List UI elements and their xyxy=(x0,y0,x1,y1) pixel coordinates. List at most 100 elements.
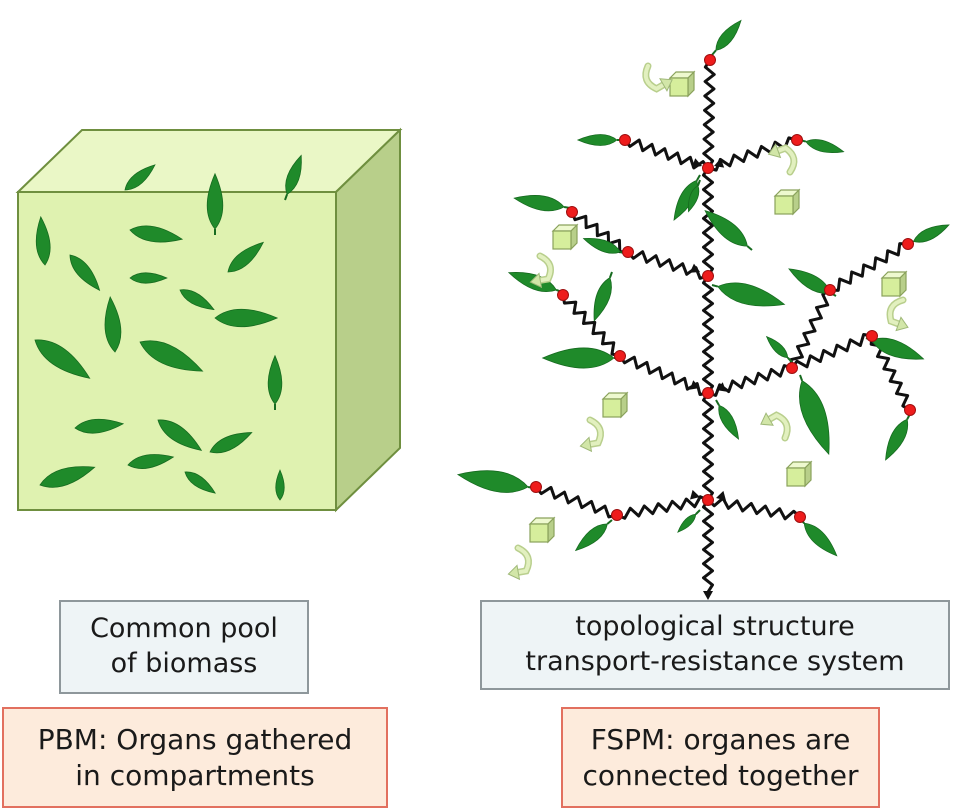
biomass-pool-cube xyxy=(15,127,403,513)
pbm-caption: PBM: Organs gathered in compartments xyxy=(2,707,388,808)
leaf xyxy=(227,241,265,273)
exchange-arrow-icon xyxy=(504,547,531,581)
leaf xyxy=(184,471,216,494)
leaf xyxy=(677,509,701,533)
leaf xyxy=(124,164,156,191)
organ-node xyxy=(614,350,626,362)
organ-node xyxy=(866,330,878,342)
topological-structure-line1: topological structure xyxy=(575,611,855,643)
biomass-cube-icon xyxy=(552,224,578,250)
spring-connector xyxy=(706,496,802,521)
leaf xyxy=(127,454,175,469)
organ-node xyxy=(702,387,714,399)
organ-node xyxy=(786,362,798,374)
leaf xyxy=(129,272,168,284)
leaf xyxy=(456,470,535,493)
pool-box-top xyxy=(15,129,403,193)
biomass-cube-icon xyxy=(669,71,695,97)
exchange-arrow-icon xyxy=(757,407,792,445)
leaf xyxy=(39,466,96,488)
pbm-caption-line2: in compartments xyxy=(75,758,315,792)
topological-structure-line2: transport-resistance system xyxy=(525,646,905,677)
flow-arrowhead xyxy=(714,158,725,168)
leaf xyxy=(711,282,786,307)
organ-node xyxy=(566,206,578,218)
organ-node xyxy=(622,246,634,258)
organ-node xyxy=(704,54,716,66)
leaf xyxy=(209,432,253,454)
topological-structure-label: topological structure transport-resistan… xyxy=(480,600,950,690)
leaf xyxy=(687,179,701,213)
fspm-caption-line1: FSPM: organes are xyxy=(590,722,851,756)
leaf xyxy=(69,254,101,292)
flow-arrowhead xyxy=(691,158,702,168)
leaf xyxy=(35,215,51,266)
spring-connector xyxy=(702,275,714,394)
biomass-cube-icon xyxy=(602,392,628,418)
leaf xyxy=(593,271,613,322)
leaf xyxy=(788,268,837,297)
organ-node xyxy=(794,511,806,523)
fspm-caption: FSPM: organes are connected together xyxy=(561,707,880,808)
organ-node xyxy=(702,162,714,174)
organ-node xyxy=(611,509,623,521)
fspm-caption-line2: connected together xyxy=(582,758,859,792)
biomass-cube-icon xyxy=(774,189,800,215)
spring-connector xyxy=(534,485,618,519)
common-pool-label: Common pool of biomass xyxy=(59,600,309,694)
leaf xyxy=(129,225,184,243)
leaf xyxy=(74,418,125,434)
spring-connector xyxy=(616,495,709,520)
leaf xyxy=(885,413,911,461)
leaf xyxy=(799,374,830,456)
organ-node xyxy=(902,238,914,250)
common-pool-label-line1: Common pool xyxy=(90,613,278,645)
organ-node xyxy=(791,134,803,146)
spring-connector xyxy=(790,332,873,369)
leaf xyxy=(157,419,203,451)
biomass-cube-icon xyxy=(881,271,907,297)
spring-connector xyxy=(561,294,621,358)
pool-box-side xyxy=(335,127,401,513)
biomass-cube-icon xyxy=(786,461,812,487)
flow-arrowhead xyxy=(689,263,700,273)
spring-connector xyxy=(789,288,831,369)
organ-node xyxy=(530,481,542,493)
pool-leaves xyxy=(34,154,302,501)
spring-connector xyxy=(702,167,714,277)
spring-connector xyxy=(570,211,629,254)
leaf xyxy=(139,340,204,372)
leaf xyxy=(541,347,620,369)
leaf xyxy=(214,308,279,328)
leaf xyxy=(513,195,571,212)
spring-connector xyxy=(829,242,909,292)
leaf xyxy=(179,289,215,311)
leaf xyxy=(206,172,224,235)
plant-nodes xyxy=(530,54,916,523)
leaf xyxy=(574,519,613,552)
leaf xyxy=(715,399,740,440)
leaf xyxy=(711,19,742,56)
leaf xyxy=(673,174,701,221)
biomass-cube-icon xyxy=(529,517,555,543)
organ-node xyxy=(904,404,916,416)
leaf xyxy=(104,296,122,353)
spring-connector xyxy=(707,364,793,397)
leaf xyxy=(267,354,283,410)
organ-node xyxy=(702,494,714,506)
flow-arrowhead xyxy=(689,380,700,390)
spring-connector xyxy=(626,250,709,280)
leaf xyxy=(704,210,753,251)
leaf xyxy=(799,139,845,153)
plant-leaves xyxy=(456,19,950,557)
organ-node xyxy=(824,284,836,296)
exchange-arrow-icon xyxy=(885,297,916,334)
organ-node xyxy=(619,134,631,146)
organ-node xyxy=(702,270,714,282)
flow-arrowhead xyxy=(690,489,700,500)
flow-arrowhead xyxy=(716,382,727,392)
leaf xyxy=(284,154,302,201)
leaf xyxy=(34,339,91,379)
spring-connector xyxy=(702,392,714,501)
